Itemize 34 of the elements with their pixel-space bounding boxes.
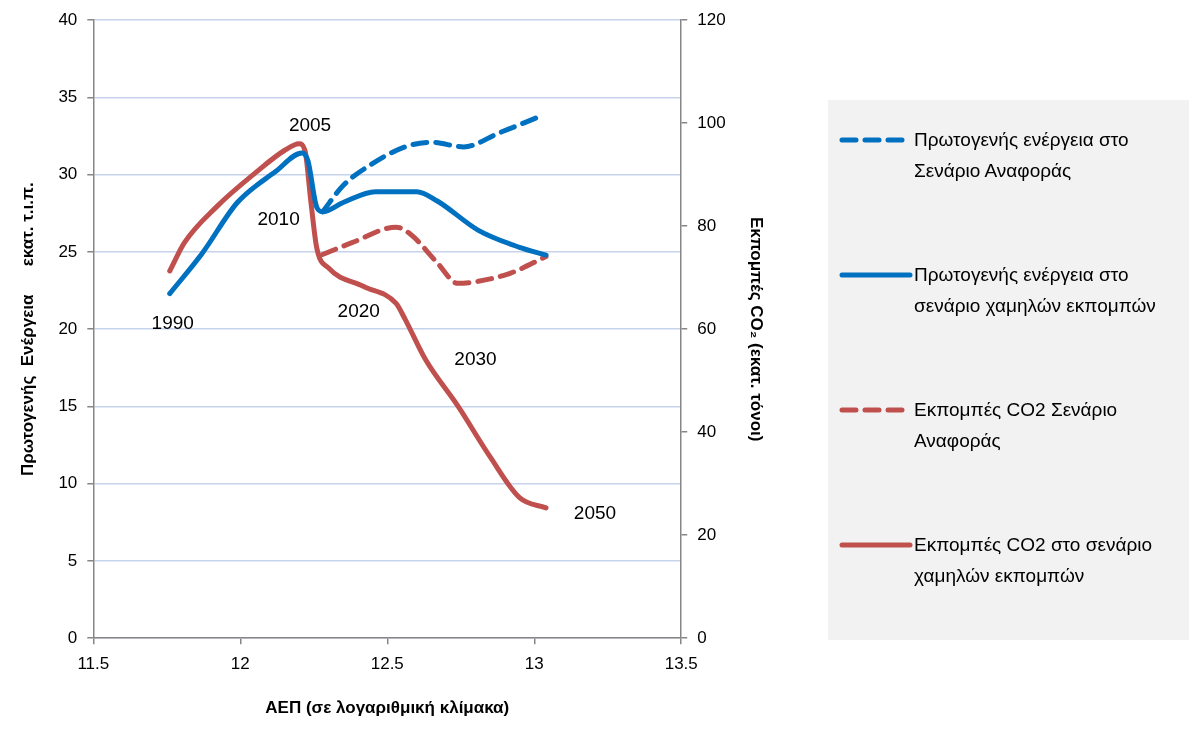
x-tick-label: 11.5 (77, 654, 110, 674)
y2-tick-label: 100 (697, 112, 726, 132)
y2-tick-label: 20 (697, 524, 717, 544)
x-tick-label: 13 (524, 654, 544, 674)
y-tick-label: 15 (58, 396, 78, 416)
y-tick-label: 35 (58, 87, 78, 107)
y2-axis-title: Εκπομπές CO₂ (εκατ. τόνοι) (747, 216, 767, 442)
y-axis-title: Πρωτογενής Ενέργεια εκατ. τ.ι.π. (17, 182, 37, 477)
x-tick-label: 12.5 (370, 654, 404, 674)
x-axis-title: ΑΕΠ (σε λογαριθμική κλίμακα) (265, 698, 510, 718)
y-tick-label: 40 (58, 9, 78, 29)
y2-tick-label: 0 (697, 627, 707, 647)
annotation: 2010 (257, 208, 300, 230)
legend-label: Πρωτογενής ενέργεια στο σενάριο χαμηλών εκπομπών (914, 263, 1157, 318)
y-tick-label: 0 (67, 627, 78, 647)
annotation: 2030 (454, 348, 497, 370)
y2-tick-label: 40 (697, 421, 717, 441)
legend-label: Εκπομπές CO2 στο σενάριο χαμηλών εκπομπών (914, 533, 1153, 588)
y-tick-label: 5 (67, 550, 78, 570)
annotation: 1990 (151, 311, 194, 333)
x-tick-label: 12 (230, 654, 250, 674)
annotation: 2020 (337, 300, 380, 322)
annotation: 2005 (288, 114, 332, 136)
y-tick-label: 30 (58, 164, 78, 184)
x-tick-label: 13.5 (664, 654, 698, 674)
y-tick-label: 20 (58, 318, 78, 338)
annotation: 2050 (573, 501, 617, 523)
y2-tick-label: 60 (697, 318, 717, 338)
y-tick-label: 10 (58, 473, 78, 493)
legend-label: Εκπομπές CO2 Σενάριο Αναφοράς (914, 398, 1119, 453)
y-tick-label: 25 (58, 241, 78, 261)
y2-tick-label: 80 (697, 215, 717, 235)
legend-label: Πρωτογενής ενέργεια στο Σενάριο Αναφοράς (914, 128, 1130, 183)
y2-tick-label: 120 (697, 9, 726, 29)
